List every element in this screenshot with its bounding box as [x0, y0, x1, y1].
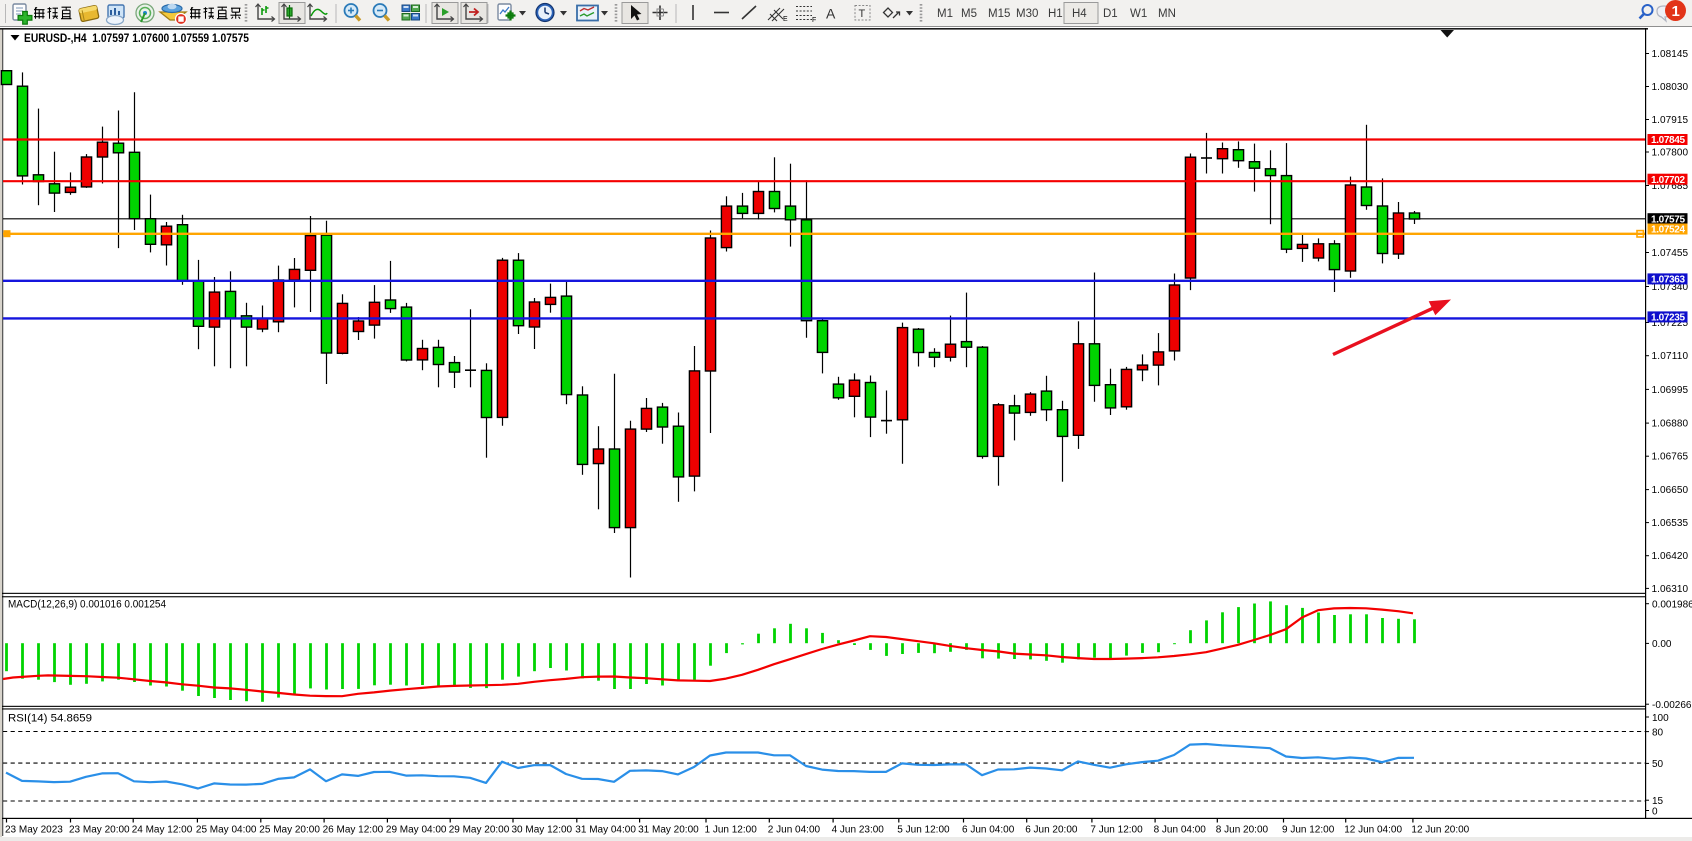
- svg-text:15: 15: [1652, 796, 1664, 807]
- svg-text:-0.00266: -0.00266: [1652, 700, 1692, 711]
- svg-text:T: T: [859, 8, 866, 20]
- svg-text:E: E: [783, 16, 788, 23]
- svg-text:1.06995: 1.06995: [1652, 385, 1689, 396]
- svg-text:D1: D1: [1103, 8, 1118, 20]
- svg-text:25 May 04:00: 25 May 04:00: [196, 825, 257, 836]
- svg-text:12 Jun 04:00: 12 Jun 04:00: [1344, 825, 1402, 836]
- svg-text:1.07110: 1.07110: [1652, 351, 1689, 362]
- svg-text:1: 1: [1672, 3, 1680, 20]
- svg-text:1.07455: 1.07455: [1652, 248, 1689, 259]
- svg-text:1.07800: 1.07800: [1652, 148, 1689, 159]
- svg-text:25 May 20:00: 25 May 20:00: [259, 825, 320, 836]
- svg-text:F: F: [812, 17, 816, 24]
- svg-text:1.07575: 1.07575: [1651, 214, 1685, 225]
- svg-text:M15: M15: [988, 8, 1010, 20]
- svg-text:9 Jun 12:00: 9 Jun 12:00: [1282, 825, 1335, 836]
- svg-text:A: A: [826, 6, 836, 22]
- svg-text:31 May 04:00: 31 May 04:00: [575, 825, 636, 836]
- svg-text:0: 0: [1652, 806, 1658, 817]
- svg-text:12 Jun 20:00: 12 Jun 20:00: [1411, 825, 1469, 836]
- svg-text:24 May 12:00: 24 May 12:00: [132, 825, 193, 836]
- svg-text:MACD(12,26,9) 0.001016 0.00125: MACD(12,26,9) 0.001016 0.001254: [8, 599, 166, 611]
- svg-text:M1: M1: [937, 8, 953, 20]
- svg-text:W1: W1: [1130, 8, 1147, 20]
- svg-text:1.07524: 1.07524: [1651, 225, 1685, 236]
- svg-text:1.06880: 1.06880: [1652, 419, 1689, 430]
- svg-text:1.06420: 1.06420: [1652, 551, 1689, 562]
- svg-text:MN: MN: [1158, 8, 1176, 20]
- svg-text:23 May 2023: 23 May 2023: [5, 825, 63, 836]
- svg-text:1.07702: 1.07702: [1651, 175, 1685, 186]
- svg-text:7 Jun 12:00: 7 Jun 12:00: [1090, 825, 1143, 836]
- svg-text:50: 50: [1652, 759, 1664, 770]
- svg-text:1.07915: 1.07915: [1652, 115, 1689, 126]
- svg-text:EURUSD-,H4 1.07597 1.07600 1.: EURUSD-,H4 1.07597 1.07600 1.07559 1.075…: [24, 33, 250, 45]
- svg-text:2 Jun 04:00: 2 Jun 04:00: [768, 825, 821, 836]
- svg-text:1.06535: 1.06535: [1652, 518, 1689, 529]
- svg-text:1.07225: 1.07225: [1652, 318, 1689, 329]
- svg-text:100: 100: [1652, 713, 1669, 724]
- svg-text:1.07235: 1.07235: [1651, 313, 1685, 324]
- svg-text:29 May 20:00: 29 May 20:00: [449, 825, 510, 836]
- svg-text:23 May 20:00: 23 May 20:00: [69, 825, 130, 836]
- svg-text:1.08145: 1.08145: [1652, 49, 1689, 60]
- svg-text:31 May 20:00: 31 May 20:00: [638, 825, 699, 836]
- svg-text:1.07363: 1.07363: [1651, 275, 1685, 286]
- svg-text:1.06765: 1.06765: [1652, 452, 1689, 463]
- svg-text:0.00: 0.00: [1652, 639, 1672, 650]
- svg-text:1.07845: 1.07845: [1651, 135, 1685, 146]
- svg-text:80: 80: [1652, 727, 1664, 738]
- svg-text:1.06650: 1.06650: [1652, 485, 1689, 496]
- svg-text:30 May 12:00: 30 May 12:00: [512, 825, 573, 836]
- svg-text:6 Jun 04:00: 6 Jun 04:00: [962, 825, 1015, 836]
- svg-text:1.08030: 1.08030: [1652, 82, 1689, 93]
- svg-text:1.07340: 1.07340: [1652, 282, 1689, 293]
- svg-text:M30: M30: [1016, 8, 1038, 20]
- svg-text:8 Jun 04:00: 8 Jun 04:00: [1154, 825, 1207, 836]
- svg-text:H1: H1: [1048, 8, 1063, 20]
- svg-text:0.001986: 0.001986: [1652, 600, 1692, 611]
- svg-text:5 Jun 12:00: 5 Jun 12:00: [897, 825, 950, 836]
- svg-text:1.06310: 1.06310: [1652, 584, 1689, 595]
- svg-text:M5: M5: [961, 8, 977, 20]
- svg-text:8 Jun 20:00: 8 Jun 20:00: [1216, 825, 1269, 836]
- svg-text:H4: H4: [1072, 8, 1087, 20]
- svg-text:26 May 12:00: 26 May 12:00: [323, 825, 384, 836]
- svg-text:1.07685: 1.07685: [1652, 181, 1689, 192]
- svg-text:6 Jun 20:00: 6 Jun 20:00: [1025, 825, 1078, 836]
- svg-text:4 Jun 23:00: 4 Jun 23:00: [832, 825, 885, 836]
- svg-text:RSI(14) 54.8659: RSI(14) 54.8659: [8, 713, 92, 725]
- svg-text:1 Jun 12:00: 1 Jun 12:00: [705, 825, 758, 836]
- svg-text:29 May 04:00: 29 May 04:00: [386, 825, 447, 836]
